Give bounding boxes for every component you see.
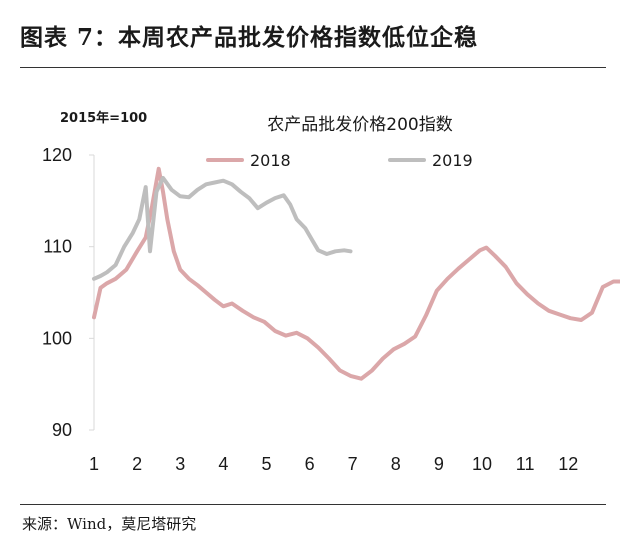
source-rule [20, 504, 606, 505]
x-tick-label: 10 [472, 454, 492, 474]
figure-title: 图表 7：本周农产品批发价格指数低位企稳 [20, 24, 479, 51]
x-tick-label: 7 [348, 454, 358, 474]
x-tick-label: 1 [89, 454, 99, 474]
x-tick-label: 3 [175, 454, 185, 474]
series-line-2019 [92, 175, 353, 281]
y-tick-label: 100 [42, 328, 72, 348]
chart-title: 农产品批发价格200指数 [267, 115, 452, 135]
legend-label-2019: 2019 [432, 151, 473, 170]
series-layer [92, 166, 620, 381]
base-note: 2015年=100 [60, 110, 147, 126]
x-tick-label: 4 [218, 454, 228, 474]
y-tick-label: 90 [52, 420, 72, 440]
legend: 2018 2019 [206, 151, 473, 170]
series-line-2018 [92, 166, 620, 381]
x-tick-label: 5 [261, 454, 271, 474]
x-tick-label: 2 [132, 454, 142, 474]
y-tick-label: 120 [42, 145, 72, 165]
x-tick-label: 11 [516, 454, 535, 474]
x-tick-label: 9 [434, 454, 444, 474]
source-note: 来源：Wind，莫尼塔研究 [22, 515, 197, 533]
title-rule [20, 67, 606, 68]
x-tick-label: 12 [558, 454, 578, 474]
x-tick-label: 6 [305, 454, 315, 474]
x-tick-label: 8 [391, 454, 401, 474]
y-tick-label: 110 [43, 237, 72, 257]
legend-label-2018: 2018 [250, 151, 291, 170]
